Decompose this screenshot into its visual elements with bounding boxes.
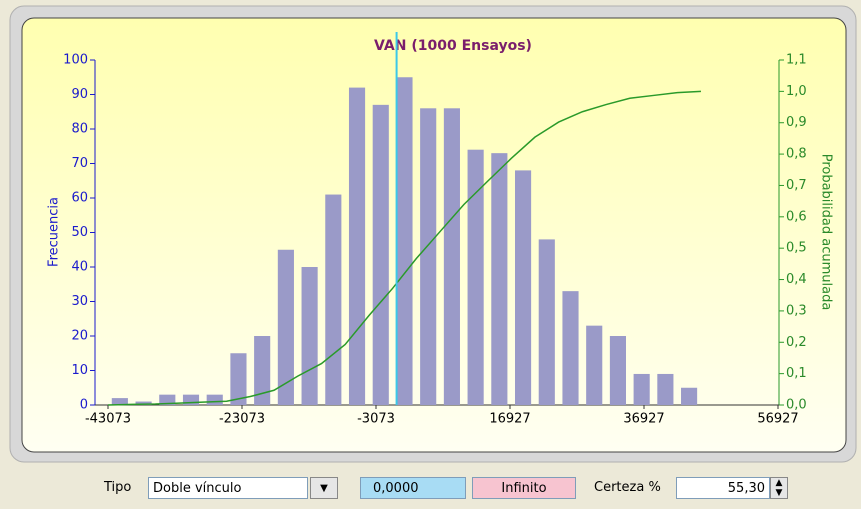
bar [348, 87, 366, 405]
x-tick-label: 36927 [623, 412, 664, 427]
y-tick-label: 10 [71, 363, 88, 378]
y-tick-label: 0 [80, 398, 88, 413]
x-tick-label: -43073 [85, 412, 131, 427]
dropdown-button[interactable]: ▼ [310, 477, 338, 499]
y-tick-label: 90 [71, 87, 88, 102]
bar [254, 336, 271, 405]
x-tick-label: 56927 [757, 412, 798, 427]
bar [491, 153, 508, 405]
y2-tick-label: 0,7 [786, 178, 807, 193]
bar [301, 267, 318, 405]
bar [681, 387, 698, 405]
bar [230, 353, 247, 405]
y2-tick-label: 0,9 [786, 115, 807, 130]
bar [159, 394, 176, 405]
y2-tick-label: 1,0 [786, 84, 807, 99]
certainty-label: Certeza % [594, 480, 661, 495]
y2-tick-label: 0,6 [786, 209, 807, 224]
y2-tick-label: 0,0 [786, 398, 807, 413]
spin-button[interactable]: ▲ ▼ [770, 477, 788, 499]
y-tick-label: 20 [71, 329, 88, 344]
bar [515, 170, 532, 405]
bar [420, 108, 437, 406]
bar [372, 104, 389, 405]
bar [609, 336, 627, 405]
y-tick-label: 100 [63, 53, 88, 68]
type-label: Tipo [104, 480, 132, 495]
bar [277, 249, 294, 405]
y-tick-label: 30 [71, 294, 88, 309]
y2-tick-label: 0,5 [786, 241, 807, 256]
y2-tick-label: 0,4 [786, 272, 807, 287]
x-tick-label: 16927 [489, 412, 530, 427]
upper-bound-field[interactable]: Infinito [472, 477, 576, 499]
bar [206, 394, 223, 405]
y-tick-label: 80 [71, 122, 88, 137]
y-tick-label: 40 [71, 260, 88, 275]
y-axis-label: Frecuencia [47, 197, 62, 267]
bar [325, 194, 342, 405]
lower-bound-field[interactable]: 0,0000 [360, 477, 466, 499]
x-tick-label: -3073 [357, 412, 395, 427]
bar [467, 149, 484, 405]
y2-tick-label: 0,8 [786, 147, 807, 162]
certainty-field[interactable]: 55,30 [676, 477, 770, 499]
bar [443, 108, 460, 406]
bar [657, 373, 674, 405]
y2-tick-label: 0,3 [786, 303, 807, 318]
y2-axis-label: Probabilidad acumulada [819, 154, 834, 311]
y2-tick-label: 0,2 [786, 335, 807, 350]
bar [111, 398, 128, 405]
bar [538, 239, 555, 405]
bar [135, 401, 152, 405]
x-tick-label: -23073 [219, 412, 265, 427]
chart-title: VAN (1000 Ensayos) [374, 38, 532, 54]
y-tick-label: 70 [71, 156, 88, 171]
y2-tick-label: 1,1 [786, 53, 807, 68]
y-tick-label: 50 [71, 225, 88, 240]
bar [562, 291, 579, 405]
bar [633, 373, 650, 405]
bar [396, 77, 413, 405]
y-tick-label: 60 [71, 191, 88, 206]
y2-tick-label: 0,1 [786, 366, 807, 381]
type-select[interactable]: Doble vínculo [148, 477, 308, 499]
cumulative-line [107, 90, 701, 406]
bar [182, 394, 200, 405]
bar [586, 325, 603, 405]
